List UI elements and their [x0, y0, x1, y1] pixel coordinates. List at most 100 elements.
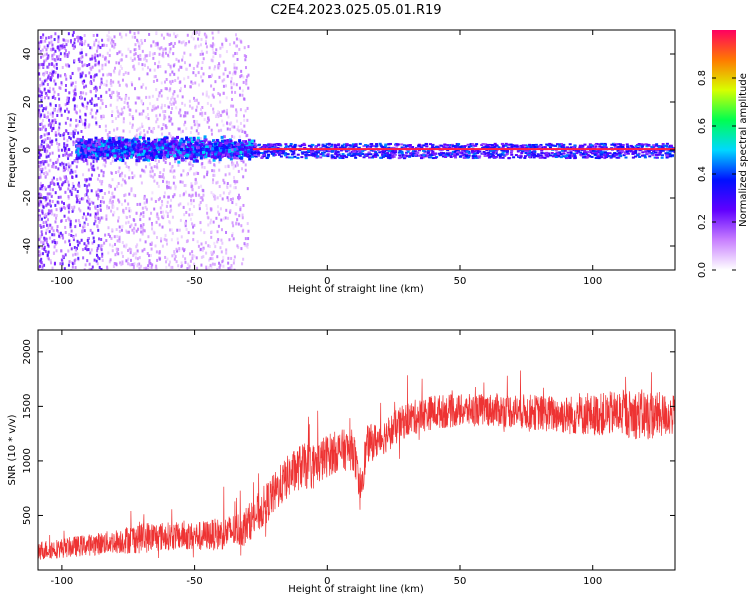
heatmap-cell: [58, 104, 61, 108]
heatmap-cell: [191, 212, 194, 216]
heatmap-cell: [85, 53, 88, 57]
heatmap-cell: [82, 225, 85, 229]
heatmap-cell: [293, 143, 297, 146]
heatmap-cell: [96, 177, 99, 181]
heatmap-cell: [126, 248, 129, 252]
heatmap-cell: [72, 89, 75, 93]
heatmap-cell: [53, 52, 56, 56]
heatmap-cell: [60, 81, 63, 85]
heatmap-cell: [69, 219, 72, 223]
heatmap-cell: [115, 228, 118, 232]
heatmap-cell: [63, 131, 66, 135]
heatmap-cell: [169, 134, 172, 138]
heatmap-cell: [207, 266, 210, 270]
heatmap-cell: [151, 227, 154, 231]
heatmap-cell: [105, 83, 108, 87]
heatmap-cell: [177, 76, 180, 80]
heatmap-cell: [85, 178, 88, 182]
heatmap-cell: [120, 141, 124, 145]
heatmap-cell: [122, 117, 125, 121]
heatmap-cell: [52, 188, 55, 192]
heatmap-cell: [48, 86, 51, 90]
heatmap-cell: [136, 139, 140, 143]
heatmap-cell: [354, 156, 358, 159]
heatmap-cell: [106, 204, 109, 208]
heatmap-cell: [170, 97, 173, 101]
heatmap-cell: [85, 187, 88, 191]
heatmap-cell: [74, 225, 77, 229]
heatmap-cell: [218, 168, 221, 172]
heatmap-cell: [47, 74, 50, 78]
heatmap-cell: [246, 106, 249, 110]
heatmap-cell: [67, 194, 70, 198]
heatmap-cell: [240, 247, 243, 251]
heatmap-cell: [179, 89, 182, 93]
heatmap-cell: [125, 164, 128, 168]
heatmap-cell: [198, 123, 201, 127]
heatmap-cell: [122, 208, 125, 212]
heatmap-cell: [209, 74, 212, 78]
heatmap-cell: [151, 94, 154, 98]
heatmap-cell: [77, 141, 81, 145]
heatmap-cell: [51, 139, 54, 143]
heatmap-cell: [120, 183, 123, 187]
heatmap-cell: [45, 36, 48, 40]
heatmap-cell: [200, 184, 203, 188]
heatmap-cell: [183, 184, 186, 188]
heatmap-cell: [159, 150, 163, 154]
heatmap-cell: [38, 111, 41, 115]
heatmap-cell: [93, 87, 96, 91]
heatmap-cell: [54, 131, 57, 135]
heatmap-cell: [652, 145, 656, 148]
heatmap-cell: [101, 63, 104, 67]
heatmap-cell: [129, 258, 132, 262]
heatmap-cell: [498, 156, 502, 159]
heatmap-cell: [381, 146, 385, 149]
heatmap-cell: [124, 161, 127, 165]
heatmap-cell: [113, 235, 116, 239]
heatmap-cell: [102, 174, 105, 178]
heatmap-cell: [161, 53, 164, 57]
heatmap-cell: [67, 153, 70, 157]
heatmap-cell: [116, 239, 119, 243]
heatmap-cell: [143, 247, 146, 251]
heatmap-cell: [71, 151, 74, 155]
heatmap-cell: [44, 249, 47, 253]
heatmap-cell: [150, 174, 153, 178]
heatmap-cell: [153, 151, 157, 155]
heatmap-cell: [162, 216, 165, 220]
heatmap-cell: [150, 142, 154, 146]
heatmap-cell: [65, 144, 68, 148]
heatmap-cell: [166, 186, 169, 190]
heatmap-cell: [38, 114, 41, 118]
heatmap-cell: [163, 114, 166, 118]
heatmap-cell: [38, 72, 41, 76]
heatmap-cell: [109, 81, 112, 85]
heatmap-cell: [79, 72, 82, 76]
heatmap-cell: [92, 154, 96, 158]
heatmap-cell: [57, 128, 60, 132]
heatmap-cell: [90, 99, 93, 103]
heatmap-cell: [56, 114, 59, 118]
heatmap-cell: [38, 215, 41, 219]
heatmap-cell: [162, 210, 165, 214]
heatmap-cell: [202, 150, 206, 154]
heatmap-cell: [99, 82, 102, 86]
heatmap-cell: [231, 145, 235, 149]
heatmap-cell: [86, 248, 89, 252]
heatmap-cell: [160, 33, 163, 37]
heatmap-cell: [79, 97, 82, 101]
heatmap-cell: [52, 87, 55, 91]
heatmap-cell: [141, 49, 144, 53]
heatmap-cell: [89, 81, 92, 85]
heatmap-cell: [588, 149, 592, 152]
heatmap-cell: [76, 190, 79, 194]
heatmap-cell: [131, 35, 134, 39]
heatmap-cell: [225, 230, 228, 234]
heatmap-cell: [71, 81, 74, 85]
heatmap-cell: [148, 32, 151, 36]
heatmap-cell: [199, 228, 202, 232]
heatmap-cell: [589, 151, 593, 154]
heatmap-cell: [608, 152, 612, 155]
heatmap-cell: [236, 244, 239, 248]
